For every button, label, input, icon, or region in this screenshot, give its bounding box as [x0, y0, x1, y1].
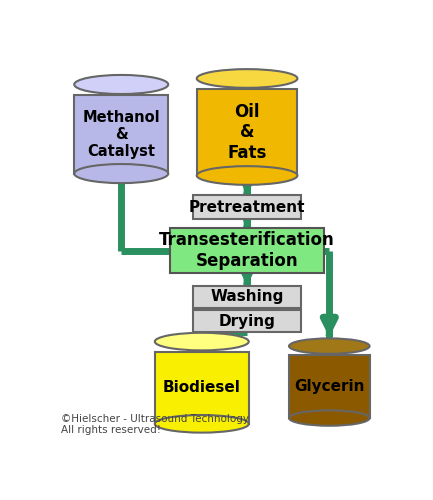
Ellipse shape	[155, 333, 249, 350]
Ellipse shape	[289, 410, 369, 426]
Bar	[155, 352, 249, 424]
Ellipse shape	[74, 75, 168, 94]
Text: Drying: Drying	[219, 314, 275, 328]
Text: Biodiesel: Biodiesel	[163, 380, 241, 396]
Text: Transesterification
Separation: Transesterification Separation	[159, 231, 335, 270]
Text: Glycerin: Glycerin	[294, 379, 365, 394]
Bar	[194, 286, 301, 308]
Bar	[194, 310, 301, 332]
Bar	[194, 195, 301, 219]
Ellipse shape	[155, 415, 249, 432]
Text: Washing: Washing	[210, 290, 284, 304]
Ellipse shape	[289, 338, 369, 354]
Text: Methanol
&
Catalyst: Methanol & Catalyst	[82, 110, 160, 160]
Text: Pretreatment: Pretreatment	[189, 200, 305, 214]
Ellipse shape	[197, 166, 297, 185]
Bar	[197, 90, 297, 176]
Text: ©Hielscher - Ultrasound Technology
All rights reserved!: ©Hielscher - Ultrasound Technology All r…	[61, 414, 249, 436]
Bar	[74, 96, 168, 174]
Ellipse shape	[74, 164, 168, 183]
Text: Oil
&
Fats: Oil & Fats	[227, 102, 267, 162]
Bar	[170, 228, 324, 272]
Bar	[289, 355, 369, 418]
Ellipse shape	[197, 69, 297, 88]
